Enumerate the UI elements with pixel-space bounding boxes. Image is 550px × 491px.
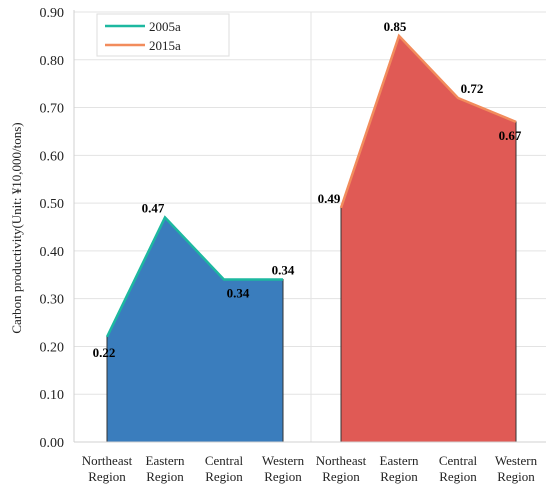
x-tick-labels: NortheastRegionEasternRegionCentralRegio…: [82, 453, 538, 484]
data-label: 0.85: [384, 19, 407, 34]
x-tick-label: Region: [439, 469, 477, 484]
x-tick-label: Region: [88, 469, 126, 484]
line-2015a: [339, 33, 517, 209]
x-tick-label: Western: [495, 453, 538, 468]
x-tick-label: Eastern: [146, 453, 185, 468]
data-label: 0.72: [461, 81, 484, 96]
x-tick-label: Northeast: [82, 453, 133, 468]
x-tick-label: Central: [205, 453, 244, 468]
y-tick-label: 0.70: [40, 102, 65, 117]
y-tick-label: 0.60: [40, 149, 65, 164]
x-tick-label: Region: [146, 469, 184, 484]
data-label: 0.47: [142, 200, 165, 215]
x-tick-label: Region: [264, 469, 302, 484]
y-tick-label: 0.40: [40, 245, 65, 260]
y-tick-labels: 0.00 0.10 0.20 0.30 0.40 0.50 0.60 0.70 0.80 0.90: [40, 6, 65, 451]
y-tick-label: 0.80: [40, 54, 65, 69]
x-tick-label: Region: [205, 469, 243, 484]
y-tick-label: 0.20: [40, 340, 65, 355]
y-tick-label: 0.30: [40, 293, 65, 308]
legend: 2005a 2015a: [96, 13, 230, 57]
y-tick-label: 0.00: [40, 436, 65, 451]
legend-entry: 2015a: [149, 38, 181, 53]
x-tick-label: Region: [380, 469, 418, 484]
x-tick-label: Region: [497, 469, 535, 484]
y-tick-label: 0.50: [40, 197, 65, 212]
y-tick-label: 0.90: [40, 6, 65, 21]
data-label: 0.49: [318, 191, 341, 206]
x-tick-label: Northeast: [316, 453, 367, 468]
x-tick-label: Region: [322, 469, 360, 484]
x-tick-label: Eastern: [380, 453, 419, 468]
data-labels: 0.22 0.47 0.34 0.34 0.49 0.85 0.72 0.67: [93, 19, 522, 360]
area-series: [105, 33, 517, 443]
y-tick-label: 0.10: [40, 388, 65, 403]
line-2005a: [105, 215, 283, 338]
data-label: 0.34: [227, 286, 250, 301]
x-tick-label: Central: [439, 453, 478, 468]
x-tick-label: Western: [262, 453, 305, 468]
data-label: 0.22: [93, 345, 116, 360]
legend-entry: 2005a: [149, 19, 181, 34]
axes: [73, 10, 546, 443]
data-label: 0.34: [272, 263, 295, 278]
data-label: 0.67: [499, 128, 522, 143]
y-axis-label: Carbon productivity(Unit: ¥10,000/tons): [9, 122, 24, 333]
legend-box: [96, 13, 230, 57]
